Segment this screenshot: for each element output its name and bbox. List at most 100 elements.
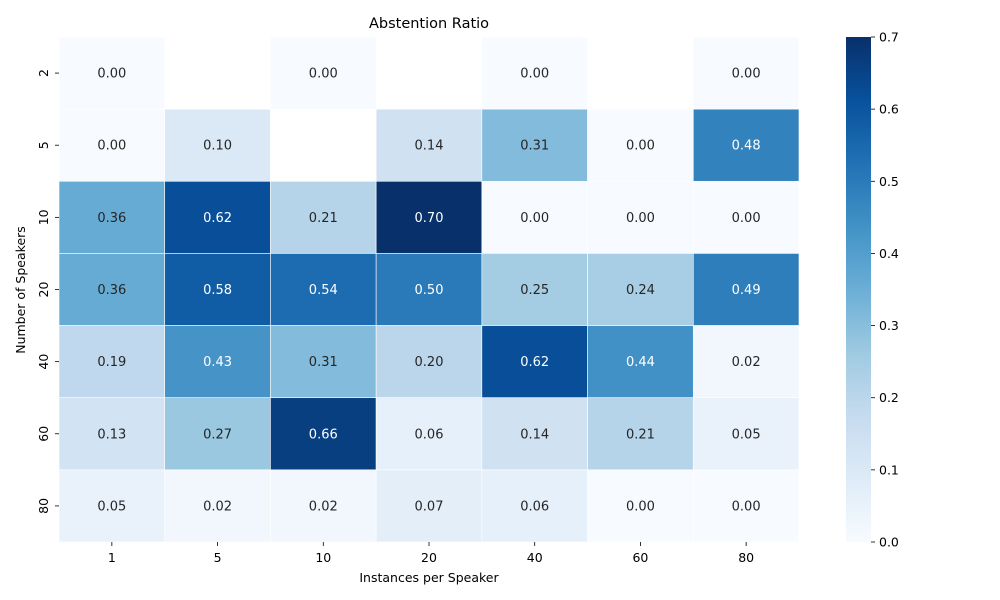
cell-value-label: 0.07 xyxy=(415,499,444,514)
heatmap-cell xyxy=(375,397,483,471)
heatmap-cell xyxy=(692,253,800,326)
cell-value-label: 0.05 xyxy=(732,427,761,442)
cell-value-label: 0.31 xyxy=(520,139,549,154)
colorbar-tick-label: 0.2 xyxy=(879,390,899,405)
heatmap-cell xyxy=(270,325,377,399)
heatmap-cell xyxy=(375,469,483,543)
x-axis-label: Instances per Speaker xyxy=(359,570,499,585)
heatmap-cell xyxy=(481,180,588,254)
heatmap-cell xyxy=(164,469,271,543)
heatmap-cell xyxy=(164,253,271,326)
cell-value-label: 0.43 xyxy=(203,355,232,370)
heatmap-cell xyxy=(375,180,483,254)
heatmap-cell xyxy=(270,253,377,326)
heatmap-cell xyxy=(692,469,800,543)
cell-value-label: 0.36 xyxy=(97,283,126,298)
cell-value-label: 0.14 xyxy=(520,427,549,442)
y-tick-label: 10 xyxy=(36,209,51,225)
y-tick-label: 40 xyxy=(36,354,51,370)
colorbar-tick-label: 0.6 xyxy=(879,102,899,117)
x-tick-label: 40 xyxy=(527,550,543,565)
heatmap-cell xyxy=(58,253,166,326)
cell-value-label: 0.00 xyxy=(626,211,655,226)
x-tick-label: 80 xyxy=(738,550,754,565)
chart-title: Abstention Ratio xyxy=(369,16,489,32)
x-tick-label: 1 xyxy=(108,550,116,565)
cell-value-label: 0.20 xyxy=(415,355,444,370)
heatmap-cell xyxy=(164,180,271,254)
heatmap-cell xyxy=(587,253,694,326)
x-tick-label: 60 xyxy=(632,550,648,565)
cell-value-label: 0.00 xyxy=(626,139,655,154)
y-tick-label: 80 xyxy=(36,498,51,514)
heatmap-cell xyxy=(375,325,483,399)
x-tick-label: 10 xyxy=(315,550,331,565)
colorbar-tick-label: 0.5 xyxy=(879,174,899,189)
heatmap-cell xyxy=(692,397,800,471)
cell-value-label: 0.02 xyxy=(732,355,761,370)
cell-value-label: 0.06 xyxy=(415,427,444,442)
cell-value-label: 0.25 xyxy=(520,283,549,298)
cell-value-label: 0.00 xyxy=(309,67,338,82)
cell-value-label: 0.02 xyxy=(203,499,232,514)
cell-value-label: 0.49 xyxy=(732,283,761,298)
cell-value-label: 0.58 xyxy=(203,283,232,298)
heatmap-cell xyxy=(587,180,694,254)
x-tick-label: 5 xyxy=(214,550,222,565)
cell-value-labels: 0.00 0.00 0.00 0.00 0.00 0.10 0.14 0.31 0.00 0.48… xyxy=(97,67,760,515)
cell-value-label: 0.70 xyxy=(415,211,444,226)
heatmap-cell xyxy=(270,397,377,471)
x-tick-label: 20 xyxy=(421,550,437,565)
heatmap-cell xyxy=(375,253,483,326)
heatmap-cell xyxy=(481,108,588,182)
colorbar-tick-label: 0.3 xyxy=(879,318,899,333)
cell-value-label: 0.06 xyxy=(520,499,549,514)
heatmap-cell xyxy=(164,108,271,182)
cell-value-label: 0.27 xyxy=(203,427,232,442)
cell-value-label: 0.14 xyxy=(415,139,444,154)
heatmap-cell xyxy=(692,325,800,399)
colorbar-tick-label: 0.7 xyxy=(879,30,899,45)
cell-value-label: 0.13 xyxy=(97,427,126,442)
heatmap-cell xyxy=(481,36,588,110)
cell-value-label: 0.00 xyxy=(732,211,761,226)
cell-value-label: 0.36 xyxy=(97,211,126,226)
y-axis: 2 5 10 20 40 60 80 xyxy=(36,69,59,514)
cell-value-label: 0.50 xyxy=(415,283,444,298)
y-tick-label: 5 xyxy=(36,141,51,149)
heatmap-cell xyxy=(58,325,166,399)
heatmap-cell xyxy=(481,397,588,471)
heatmap-cell xyxy=(587,469,694,543)
colorbar: 0.0 0.1 0.2 0.3 0.4 0.5 0.6 0.7 xyxy=(846,30,899,550)
cell-value-label: 0.00 xyxy=(732,499,761,514)
cell-value-label: 0.19 xyxy=(97,355,126,370)
cell-value-label: 0.62 xyxy=(520,355,549,370)
colorbar-tick-label: 0.0 xyxy=(879,535,899,550)
cell-value-label: 0.21 xyxy=(626,427,655,442)
heatmap-cells xyxy=(58,36,800,543)
y-tick-label: 20 xyxy=(36,282,51,298)
heatmap-cell xyxy=(58,36,166,110)
heatmap-cell xyxy=(481,325,588,399)
colorbar-tick-label: 0.4 xyxy=(879,246,899,261)
cell-value-label: 0.48 xyxy=(732,139,761,154)
cell-value-label: 0.05 xyxy=(97,499,126,514)
cell-value-label: 0.00 xyxy=(732,67,761,82)
heatmap-cell xyxy=(692,108,800,182)
cell-value-label: 0.44 xyxy=(626,355,655,370)
colorbar-tick-label: 0.1 xyxy=(879,462,899,477)
cell-value-label: 0.00 xyxy=(626,499,655,514)
cell-value-label: 0.62 xyxy=(203,211,232,226)
cell-value-label: 0.54 xyxy=(309,283,338,298)
heatmap-cell xyxy=(481,253,588,326)
heatmap-cell xyxy=(58,469,166,543)
cell-value-label: 0.00 xyxy=(97,67,126,82)
heatmap-cell xyxy=(587,397,694,471)
cell-value-label: 0.02 xyxy=(309,499,338,514)
heatmap-cell xyxy=(58,108,166,182)
cell-value-label: 0.66 xyxy=(309,427,338,442)
x-axis: 1 5 10 20 40 60 80 xyxy=(108,542,754,565)
heatmap-cell xyxy=(692,36,800,110)
y-axis-label: Number of Speakers xyxy=(13,226,28,354)
